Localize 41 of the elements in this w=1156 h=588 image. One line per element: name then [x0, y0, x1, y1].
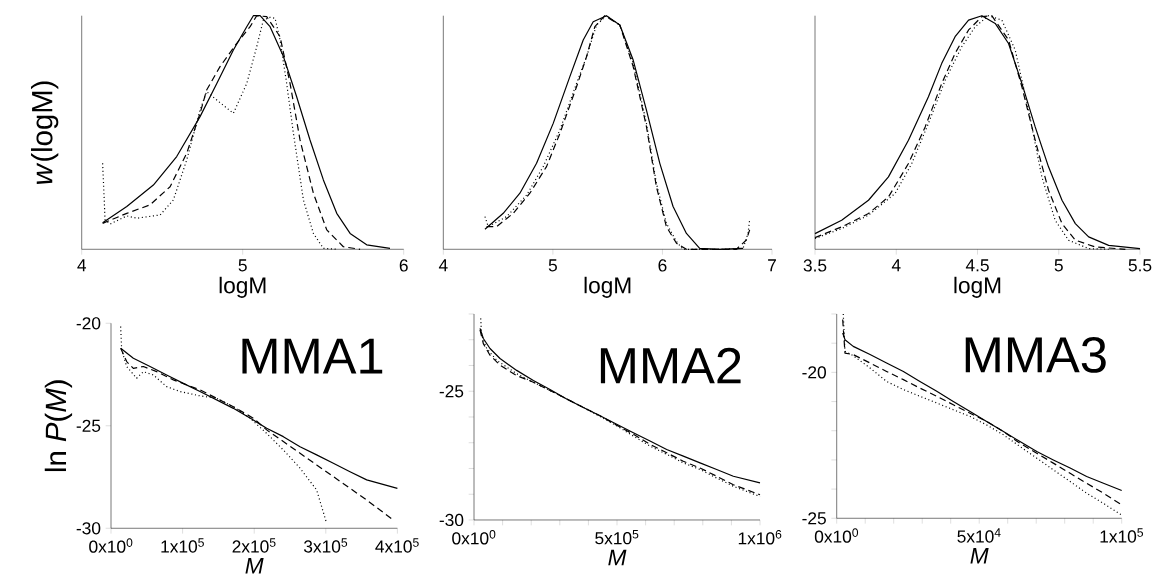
x-tick-label: 3.5: [803, 259, 827, 272]
x-tick-label: 3x10$^{5}$: [303, 538, 348, 553]
y-axis-title: ln P(M): [44, 380, 73, 472]
x-axis-title: logM: [584, 276, 631, 298]
x-tick-label: 1x10$^{5}$: [161, 538, 204, 553]
annotation: MMA2: [600, 347, 741, 384]
y-tick-label: -25: [76, 419, 101, 432]
x-axis-title: logM: [219, 276, 266, 298]
x-tick-label: 4: [891, 259, 901, 272]
x-tick-label: 0x10$^{0}$: [814, 528, 859, 543]
x-tick-label: 6: [399, 259, 408, 272]
x-tick-label: 1x10$^{5}$: [1100, 528, 1144, 543]
x-tick-label: 5.5: [1128, 259, 1152, 272]
y-tick-label: -30: [439, 513, 464, 527]
x-axis-title: M: [245, 557, 264, 574]
x-axis-title: logM: [954, 276, 1001, 298]
x-tick-label: 4x10$^{5}$: [375, 538, 419, 553]
y-tick-label: -30: [76, 522, 101, 535]
x-tick-label: 2x10$^{5}$: [232, 538, 276, 553]
x-tick-label: 6: [658, 259, 667, 272]
x-tick-label: 5: [548, 259, 557, 272]
y-axis-title: w(logM): [30, 81, 59, 184]
y-tick-label: -20: [802, 366, 826, 379]
y-tick-label: -25: [802, 512, 826, 525]
x-tick-label: 5: [1054, 259, 1063, 272]
annotation: MMA1: [242, 338, 383, 374]
x-tick-label: 5x10$^{5}$: [595, 530, 639, 545]
x-tick-label: 4: [77, 259, 87, 272]
x-axis-title: M: [970, 547, 989, 564]
y-tick-label: -25: [439, 385, 464, 398]
x-tick-label: 7: [768, 259, 776, 272]
x-tick-label: 5: [238, 259, 247, 272]
x-tick-label: 1x10$^{6}$: [738, 530, 782, 545]
x-tick-label: 0x10$^{0}$: [452, 530, 496, 545]
x-axis-title: M: [608, 549, 627, 566]
x-tick-label: 4: [438, 259, 448, 272]
x-tick-label: 4.5: [965, 259, 989, 272]
x-tick-label: 5x10$^{4}$: [957, 528, 1001, 543]
annotation: MMA3: [965, 336, 1106, 373]
y-tick-label: -20: [76, 317, 101, 330]
x-tick-label: 0x10$^{0}$: [89, 538, 133, 553]
